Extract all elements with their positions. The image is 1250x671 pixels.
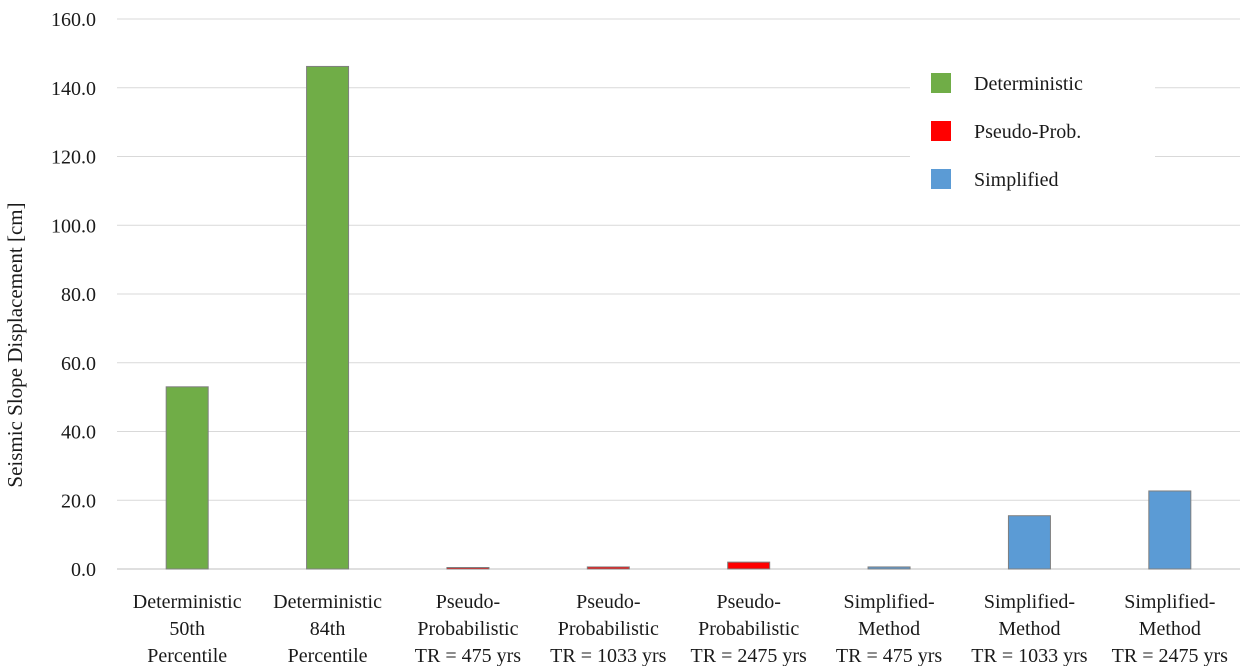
y-tick-label: 60.0 xyxy=(61,353,96,375)
x-tick-label: TR = 475 yrs xyxy=(415,645,521,666)
x-tick-label: Method xyxy=(998,618,1060,640)
x-tick-label: 84th xyxy=(310,618,346,640)
legend-label: Simplified xyxy=(974,169,1058,191)
bar xyxy=(867,566,911,570)
y-tick-label: 20.0 xyxy=(61,490,96,512)
x-tick-label: Pseudo- xyxy=(716,591,780,613)
x-tick-label: Method xyxy=(1139,618,1201,640)
y-tick-label: 40.0 xyxy=(61,422,96,444)
legend: Deterministic Pseudo-Prob. Simplified xyxy=(910,62,1155,212)
x-tick-label: Deterministic xyxy=(133,591,242,613)
y-tick-label: 0.0 xyxy=(71,559,96,581)
x-tick-label: 50th xyxy=(169,618,205,640)
x-tick-label: Simplified- xyxy=(984,591,1075,613)
x-tick-label: Percentile xyxy=(288,645,368,666)
bar xyxy=(1148,490,1192,570)
x-tick-label: Simplified- xyxy=(1124,591,1215,613)
legend-label: Deterministic xyxy=(974,73,1083,95)
y-tick-label: 80.0 xyxy=(61,284,96,306)
legend-swatch xyxy=(931,73,951,93)
legend-swatch xyxy=(931,121,951,141)
x-tick-label: TR = 2475 yrs xyxy=(691,645,807,666)
bar xyxy=(727,561,771,570)
bar xyxy=(1007,515,1051,570)
y-tick-label: 100.0 xyxy=(51,215,96,237)
x-tick-label: Probabilistic xyxy=(417,618,518,640)
x-tick-label: Simplified- xyxy=(844,591,935,613)
bar xyxy=(306,65,350,570)
legend-swatch xyxy=(931,169,951,189)
bar xyxy=(586,566,630,570)
bar xyxy=(165,386,209,570)
x-tick-label: TR = 1033 yrs xyxy=(550,645,666,666)
x-tick-label: Probabilistic xyxy=(558,618,659,640)
x-tick-label: Pseudo- xyxy=(436,591,500,613)
legend-label: Pseudo-Prob. xyxy=(974,121,1081,143)
y-tick-label: 120.0 xyxy=(51,147,96,169)
y-tick-label: 160.0 xyxy=(51,9,96,31)
x-tick-label: Percentile xyxy=(147,645,227,666)
y-tick-label: 140.0 xyxy=(51,78,96,100)
bars xyxy=(165,65,1192,570)
bar xyxy=(446,567,490,570)
x-axis-ticks: Deterministic 50th Percentile Deterministic… xyxy=(133,591,1228,667)
gridlines xyxy=(117,18,1240,570)
x-tick-label: Method xyxy=(858,618,920,640)
x-tick-label: Probabilistic xyxy=(698,618,799,640)
x-tick-label: Pseudo- xyxy=(576,591,640,613)
x-tick-label: Deterministic xyxy=(273,591,382,613)
y-axis-ticks: 0.0 20.0 40.0 60.0 80.0 100.0 120.0 140.0 160.0 xyxy=(51,9,96,581)
x-tick-label: TR = 2475 yrs xyxy=(1112,645,1228,666)
x-tick-label: TR = 1033 yrs xyxy=(971,645,1087,666)
x-tick-label: TR = 475 yrs xyxy=(836,645,942,666)
y-axis-label: Seismic Slope Displacement [cm] xyxy=(3,202,27,487)
